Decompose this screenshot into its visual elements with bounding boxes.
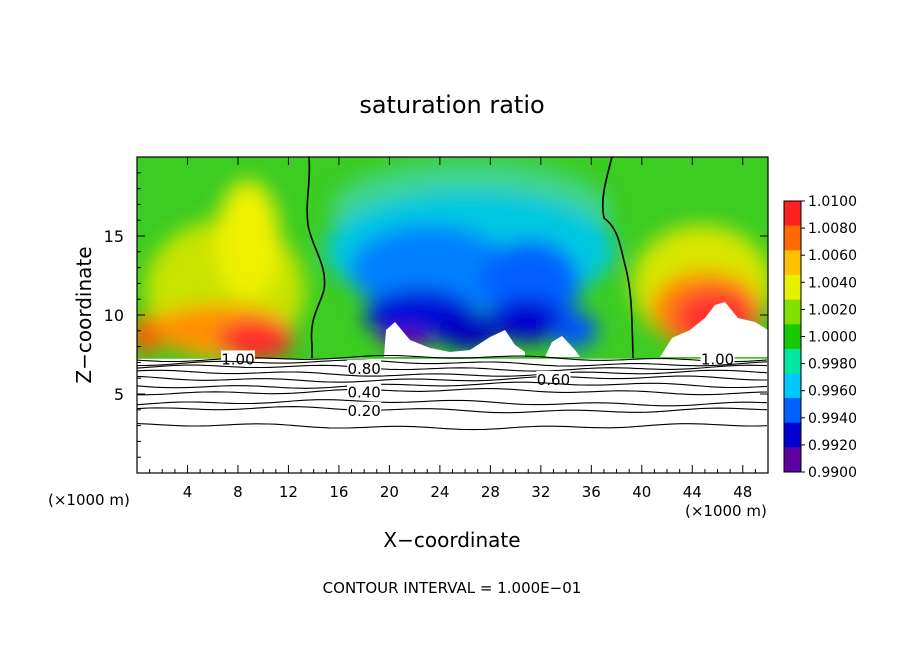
colorbar-label: 1.0020	[808, 302, 857, 318]
contour-line	[137, 406, 768, 414]
x-tick-label: 40	[632, 483, 651, 501]
contour-interval-note: CONTOUR INTERVAL = 1.000E−01	[323, 579, 582, 597]
colorbar-label: 1.0080	[808, 221, 857, 237]
x-axis: 4 8 12 16 20 24 28 32 36 40 44 48	[149, 157, 756, 501]
y-axis: 5 10 15	[104, 172, 768, 458]
contour-label-bg	[347, 401, 382, 417]
colorbar-label: 0.9980	[808, 357, 857, 373]
contour-label: 0.60	[537, 371, 570, 389]
cloud-boundary-right	[601, 157, 634, 359]
x-tick-label: 32	[531, 483, 550, 501]
colorbar-label: 1.0100	[808, 194, 857, 210]
plot-area: 1.00 1.00 0.80 0.60 0.400.20	[137, 157, 768, 473]
x-unit-left: (×1000 m)	[48, 491, 130, 509]
y-tick-label: 5	[114, 385, 124, 404]
colorbar-band	[784, 324, 801, 350]
contour-label: 0.80	[347, 360, 380, 378]
x-tick-label: 8	[233, 483, 243, 501]
x-tick-label: 48	[733, 483, 752, 501]
y-tick-label: 15	[104, 227, 124, 246]
colorbar-label: 1.0060	[808, 248, 857, 264]
x-tick-label: 24	[430, 483, 449, 501]
dry-pocket-left	[384, 322, 525, 357]
colorbar-label: 0.9960	[808, 384, 857, 400]
x-tick-label: 44	[683, 483, 702, 501]
contour-label: 1.00	[221, 350, 254, 368]
x-tick-label: 28	[481, 483, 500, 501]
contour-line	[137, 388, 768, 396]
colorbar-band	[784, 274, 801, 300]
contour-label-bg	[536, 370, 571, 386]
colorbar-label: 0.9920	[808, 438, 857, 454]
colorbar-band	[784, 348, 801, 374]
colorbar-band	[784, 201, 801, 227]
x-tick-label: 36	[582, 483, 601, 501]
contour-line	[137, 423, 768, 431]
contour-label-bg	[700, 350, 735, 366]
contour-line	[137, 359, 768, 367]
x-axis-label: X−coordinate	[383, 528, 520, 552]
contour-line	[137, 364, 768, 372]
colorbar-band	[784, 225, 801, 251]
x-tick-label: 20	[380, 483, 399, 501]
colorbar-band	[784, 422, 801, 448]
contour-line	[137, 375, 767, 383]
x-tick-label: 16	[329, 483, 348, 501]
y-tick-label: 10	[104, 306, 124, 325]
colorbar-label: 1.0040	[808, 275, 857, 291]
colorbar-band	[784, 299, 801, 325]
contour-lines: 1.00 1.00 0.80 0.60 0.400.20	[137, 350, 768, 431]
contour-label: 1.00	[701, 350, 734, 368]
colorbar-band	[784, 373, 801, 399]
colorbar: 1.0100 1.0080 1.0060 1.0040 1.0020 1.0000 0.99…	[783, 194, 857, 481]
contour-label: 0.40	[347, 384, 380, 402]
contour-line	[137, 381, 768, 389]
dry-pocket-center	[545, 336, 580, 357]
colorbar-label: 1.0000	[808, 330, 857, 346]
contour-label-bg	[347, 359, 382, 375]
chart-title: saturation ratio	[359, 91, 544, 119]
contour-label: 0.20	[347, 402, 380, 420]
colorbar-band	[784, 447, 801, 473]
x-tick-label: 4	[183, 483, 193, 501]
colorbar-label: 0.9940	[808, 411, 857, 427]
x-unit-right: (×1000 m)	[685, 502, 767, 520]
contour-label-bg	[347, 383, 382, 399]
contour-line	[137, 369, 768, 377]
colorbar-label: 0.9900	[808, 465, 857, 481]
colorbar-band	[784, 398, 801, 424]
contour-line	[137, 399, 768, 407]
cloud-boundary-left	[306, 157, 326, 358]
saturation-field	[137, 157, 768, 359]
x-tick-label: 12	[279, 483, 298, 501]
y-axis-label: Z−coordinate	[72, 246, 96, 383]
dry-pocket-right	[660, 302, 768, 357]
colorbar-band	[784, 250, 801, 276]
